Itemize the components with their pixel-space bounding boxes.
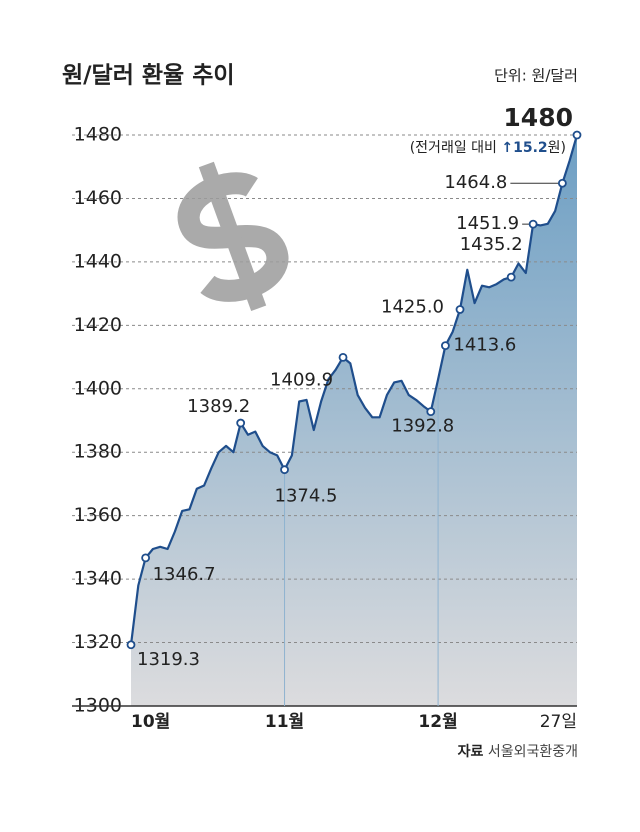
point [280,465,289,475]
chart-title: 원/달러 환율 추이 [62,63,235,89]
point [236,418,246,428]
y-tick-label: 1380 [74,441,122,463]
point [455,305,465,314]
change-suffix: 원) [548,140,566,156]
value-label: 1413.6 [453,335,516,356]
area [131,135,577,706]
line [129,134,579,645]
value-label: 1392.8 [391,416,454,437]
y-tick-label: 1320 [74,631,122,653]
source-label: 자료 [458,744,484,760]
y-tick-label: 1340 [74,568,122,590]
point [426,407,436,417]
x-tick-label: 10월 [131,712,170,732]
x-tick-label: 11월 [265,712,304,732]
point [440,341,450,351]
point [506,272,516,282]
x-tick-label: 12월 [418,712,457,732]
point [572,130,582,140]
value-label: 1346.7 [153,564,216,585]
point [338,352,348,362]
y-tick-label: 1460 [74,187,122,209]
y-tick-label: 1440 [74,250,122,272]
dollar-icon [177,161,289,312]
value-label: 1389.2 [187,396,250,417]
point [126,640,136,650]
value-label: 1464.8 [444,172,507,193]
last-value-label: 1480 [503,103,573,132]
point [557,178,567,188]
change-value: ↑15.2 [501,140,547,156]
value-label: 1425.0 [381,296,444,317]
source-name: 서울외국환중개 [488,744,578,760]
y-tick-label: 1400 [74,377,122,399]
value-label: 1409.9 [270,369,333,390]
change-note: (전거래일 대비 ↑15.2원) [410,140,566,156]
point [141,553,151,563]
y-tick-label: 1360 [74,504,122,526]
point [528,219,538,229]
unit-label: 단위: 원/달러 [494,67,578,85]
y-tick-label: 1420 [74,314,122,336]
y-tick-label: 1480 [74,124,122,146]
value-label: 1374.5 [275,486,338,507]
value-label: 1435.2 [460,234,523,255]
value-label: 1319.3 [137,649,200,670]
source: 자료 서울외국환중개 [458,744,578,760]
x-tick-label: 27일 [540,712,577,732]
value-label: 1451.9 [456,213,519,234]
change-prefix: (전거래일 대비 [410,140,497,156]
